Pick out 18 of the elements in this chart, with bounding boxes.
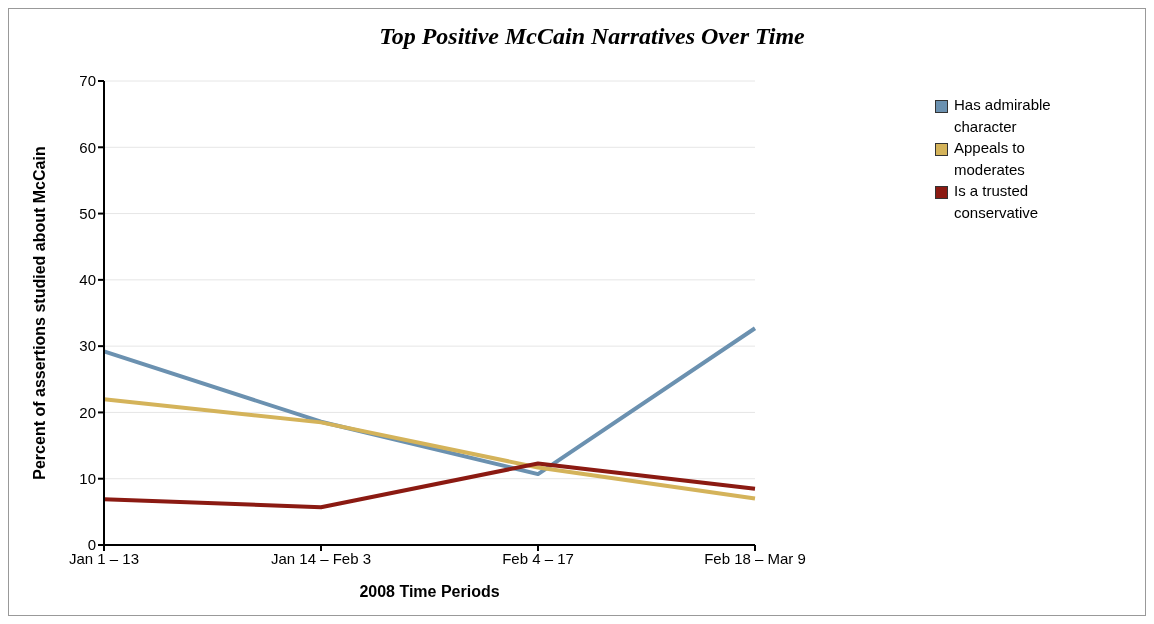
chart-title: Top Positive McCain Narratives Over Time <box>378 23 806 50</box>
legend-label: Appeals to moderates <box>954 138 1026 180</box>
y-tick-label: 60 <box>79 138 96 156</box>
y-tick-label: 20 <box>79 403 96 421</box>
legend-label: Is a trusted conservative <box>954 181 1040 223</box>
x-axis-title: 2008 Time Periods <box>359 583 500 600</box>
y-tick-label: 70 <box>79 72 96 90</box>
line-series <box>102 461 757 510</box>
y-tick-label: 50 <box>79 204 96 222</box>
x-tick-label: Feb 18 – Mar 9 <box>704 549 806 567</box>
y-tick-label: 40 <box>79 271 96 289</box>
legend-label: Has admirable character <box>954 95 1052 137</box>
x-tick-label: Feb 4 – 17 <box>502 549 574 567</box>
line-series <box>102 397 757 501</box>
y-tick-label: 10 <box>79 470 96 488</box>
x-tick-label: Jan 14 – Feb 3 <box>270 549 372 567</box>
y-tick-label: 30 <box>79 337 96 355</box>
y-axis-title: Percent of assertions studied about McCain <box>30 146 48 480</box>
